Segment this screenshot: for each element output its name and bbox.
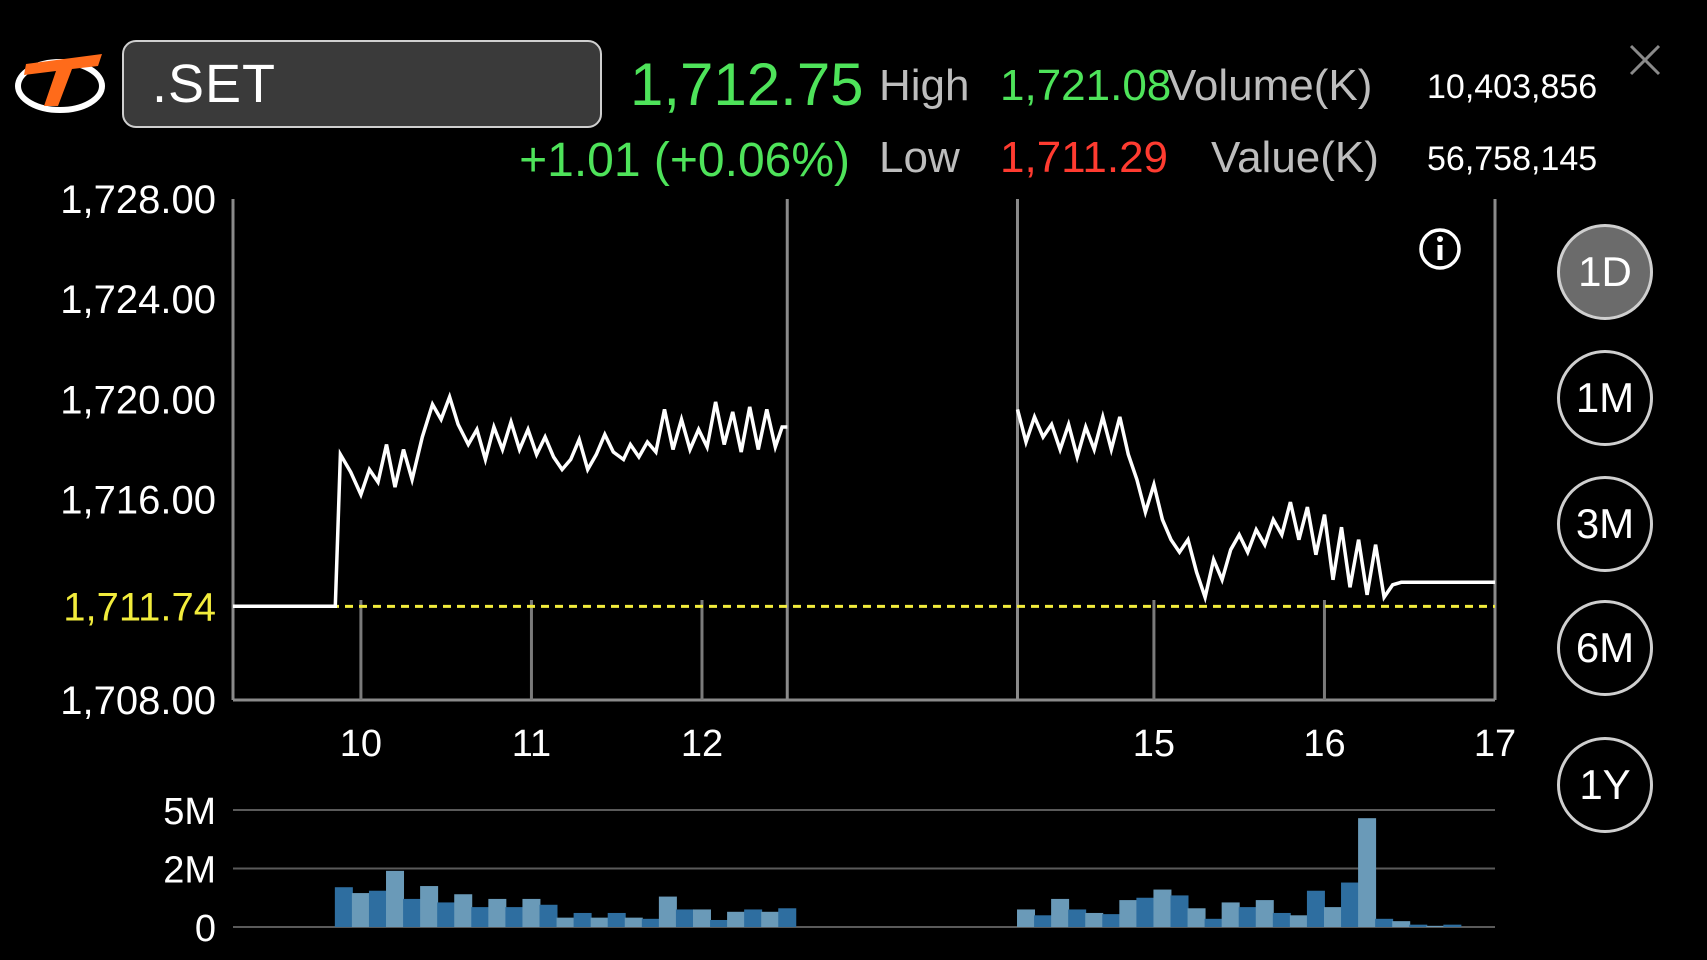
range-button-6m[interactable]: 6M: [1557, 600, 1653, 696]
volume-bar: [1443, 924, 1462, 927]
volume-bar: [1153, 889, 1172, 927]
volume-bar: [1341, 882, 1360, 927]
volume-value: 10,403,856: [1427, 68, 1598, 106]
volume-bar: [1392, 921, 1411, 927]
volume-bar: [624, 917, 643, 927]
x-tick-label: 17: [1474, 723, 1516, 765]
volume-bar: [1170, 895, 1189, 927]
volume-bar: [1323, 907, 1342, 927]
volume-bar: [522, 898, 541, 927]
volume-bar: [607, 912, 626, 927]
volume-bar: [1289, 915, 1308, 927]
volume-bar: [1017, 909, 1036, 927]
high-label: High: [879, 61, 970, 110]
low-value: 1,711.29: [1000, 133, 1169, 182]
reference-line-label: 1,711.74: [63, 585, 216, 629]
x-tick-label: 15: [1133, 723, 1175, 765]
volume-bar: [505, 907, 524, 927]
volume-bar: [590, 917, 609, 927]
volume-y-tick-label: 0: [195, 908, 216, 950]
volume-bar: [1068, 909, 1087, 927]
volume-bar: [1255, 900, 1274, 927]
volume-bar: [761, 911, 780, 927]
info-icon[interactable]: [1419, 228, 1461, 270]
volume-bar: [1375, 918, 1394, 927]
x-tick-label: 11: [512, 723, 551, 765]
y-tick-label: 1,728.00: [60, 178, 216, 222]
volume-bar: [420, 886, 439, 927]
volume-bar: [778, 908, 797, 927]
volume-bar: [539, 904, 558, 927]
volume-bar: [471, 907, 490, 927]
volume-bar: [1409, 924, 1428, 927]
high-value: 1,721.08: [1000, 61, 1172, 110]
volume-bar: [641, 918, 660, 927]
y-tick-label: 1,716.00: [60, 479, 216, 523]
value-amount: 56,758,145: [1427, 140, 1598, 178]
low-label: Low: [879, 133, 960, 182]
symbol-text: .SET: [152, 54, 277, 114]
price-volume-chart: 10 11 12 15 16 17 1,728.00 1,724.00 1,720.00 1,71…: [60, 178, 1516, 950]
volume-bar: [403, 898, 422, 927]
volume-bar: [744, 909, 763, 927]
volume-bar: [1051, 898, 1070, 927]
volume-bar: [368, 890, 387, 927]
x-tick-label: 10: [340, 723, 382, 765]
volume-bar: [1306, 890, 1325, 927]
volume-bar: [727, 911, 746, 927]
volume-bar: [1187, 908, 1206, 927]
volume-bar: [1085, 912, 1104, 927]
volume-bar: [573, 912, 592, 927]
brand-logo-icon: [15, 54, 105, 113]
volume-bar: [1358, 818, 1377, 927]
volume-bar: [1204, 918, 1223, 927]
volume-y-tick-label: 5M: [163, 791, 216, 833]
volume-bar: [437, 902, 456, 927]
y-tick-label: 1,708.00: [60, 679, 216, 723]
volume-bar: [658, 896, 677, 927]
y-tick-label: 1,720.00: [60, 378, 216, 422]
volume-bar: [1102, 914, 1121, 927]
range-button-1d[interactable]: 1D: [1557, 224, 1653, 320]
volume-bar: [1272, 912, 1291, 927]
volume-bar: [710, 919, 729, 927]
volume-label: Volume(K): [1167, 61, 1373, 110]
volume-y-tick-label: 2M: [163, 850, 216, 892]
volume-bar: [1221, 902, 1240, 927]
volume-bar: [1119, 900, 1138, 927]
y-tick-label: 1,724.00: [60, 278, 216, 322]
price-change: +1.01 (+0.06%): [519, 134, 850, 187]
volume-bar: [386, 870, 405, 927]
volume-bar: [351, 893, 370, 927]
volume-bar: [488, 898, 507, 927]
symbol-search-field[interactable]: .SET: [122, 40, 602, 128]
x-tick-label: 12: [681, 723, 723, 765]
range-button-3m[interactable]: 3M: [1557, 476, 1653, 572]
close-icon[interactable]: [1625, 40, 1665, 80]
range-button-1m[interactable]: 1M: [1557, 350, 1653, 446]
x-tick-label: 16: [1303, 723, 1345, 765]
range-button-1y[interactable]: 1Y: [1557, 737, 1653, 833]
volume-bar: [1426, 925, 1445, 927]
last-price: 1,712.75: [630, 51, 864, 118]
volume-bar: [334, 887, 353, 927]
price-line-session-1: [233, 391, 788, 609]
volume-bar: [692, 909, 711, 927]
volume-bar: [675, 909, 694, 927]
value-label: Value(K): [1211, 133, 1379, 182]
volume-bar: [556, 917, 575, 927]
volume-bar: [1034, 915, 1053, 927]
volume-bar: [1136, 897, 1155, 927]
volume-bar: [1238, 907, 1257, 927]
volume-bar: [454, 894, 473, 927]
price-line-session-2: [1015, 408, 1495, 604]
